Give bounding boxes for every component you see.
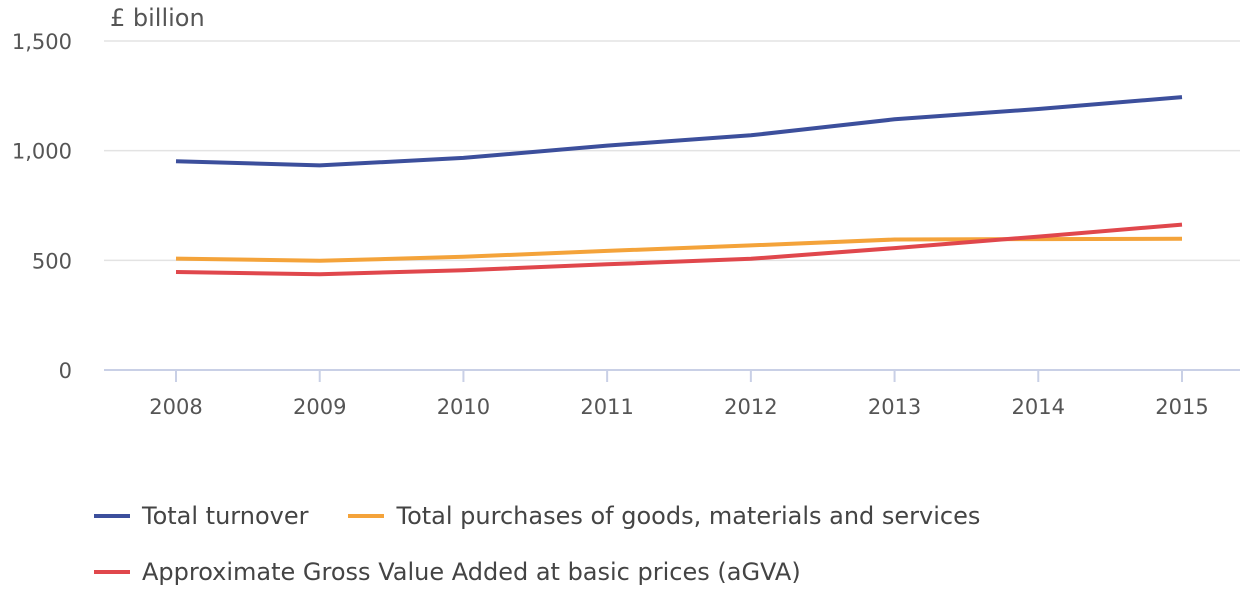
legend-row: Total turnover Total purchases of goods,… (94, 496, 1194, 536)
legend-swatch-total-turnover (94, 514, 130, 518)
legend: Total turnover Total purchases of goods,… (94, 496, 1194, 608)
y-axis-label: £ billion (110, 4, 205, 32)
series-line-1 (175, 236, 1183, 263)
legend-label-agva: Approximate Gross Value Added at basic p… (142, 558, 801, 586)
legend-item-total-turnover: Total turnover (94, 502, 308, 530)
x-tick-label: 2014 (1012, 395, 1065, 419)
y-tick-label: 0 (59, 359, 72, 383)
series-line-2 (175, 222, 1183, 277)
y-tick-label: 500 (32, 249, 72, 273)
x-tick-label: 2009 (293, 395, 346, 419)
chart: 0 500 1,000 1,500 2008 2009 2010 2011 2012 2013 2… (12, 4, 1240, 586)
legend-row: Approximate Gross Value Added at basic p… (94, 552, 1194, 592)
y-axis-tick-labels: 0 500 1,000 1,500 (12, 30, 72, 383)
gridlines (104, 40, 1240, 262)
series-lines (175, 95, 1183, 277)
series-line-0 (175, 95, 1183, 168)
x-tick-label: 2010 (437, 395, 490, 419)
x-tick-label: 2015 (1155, 395, 1208, 419)
y-tick-label: 1,500 (12, 30, 72, 54)
legend-label-total-turnover: Total turnover (142, 502, 309, 530)
x-axis (104, 369, 1240, 382)
y-tick-label: 1,000 (12, 140, 72, 164)
x-tick-label: 2012 (724, 395, 777, 419)
legend-swatch-agva (94, 570, 130, 574)
legend-swatch-total-purchases (348, 514, 385, 518)
x-tick-label: 2013 (868, 395, 921, 419)
x-axis-tick-labels: 2008 2009 2010 2011 2012 2013 2014 2015 (149, 395, 1208, 419)
x-tick-label: 2008 (149, 395, 202, 419)
legend-item-total-purchases: Total purchases of goods, materials and … (348, 502, 980, 530)
legend-item-agva: Approximate Gross Value Added at basic p… (94, 558, 801, 586)
legend-label-total-purchases: Total purchases of goods, materials and … (396, 502, 981, 530)
x-tick-label: 2011 (580, 395, 633, 419)
